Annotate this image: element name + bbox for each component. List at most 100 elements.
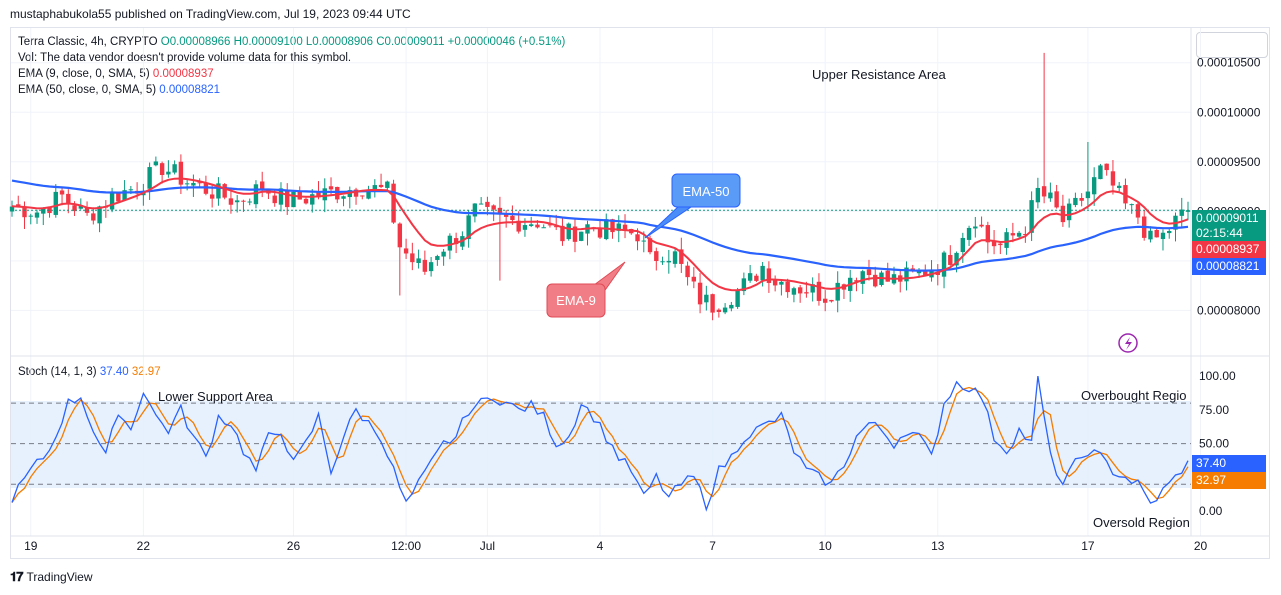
candle-body (1054, 191, 1059, 208)
lightning-icon[interactable] (1118, 333, 1138, 353)
candle-body (241, 200, 246, 202)
candle-body (904, 267, 909, 282)
candle (760, 262, 765, 287)
candle (579, 231, 584, 242)
candle-body (1148, 230, 1153, 240)
candle (735, 287, 740, 309)
candle-body (1010, 233, 1016, 236)
candle (754, 273, 759, 283)
candle (447, 233, 453, 260)
candle (391, 179, 396, 224)
candle-body (1035, 187, 1041, 203)
candle (497, 196, 503, 281)
stoch-tick-label: 75.00 (1199, 403, 1229, 417)
candle-body (635, 234, 640, 242)
candle (1029, 191, 1034, 242)
candle (422, 250, 428, 275)
candle (654, 247, 659, 271)
candle (59, 186, 65, 206)
candle (1110, 160, 1116, 195)
candle (503, 209, 509, 228)
candle (197, 178, 202, 187)
candle-body (829, 299, 834, 302)
candle (478, 197, 484, 205)
candle (1016, 230, 1022, 239)
candle-body (1135, 204, 1141, 218)
candle-body (278, 188, 284, 205)
symbol-search-box[interactable] (1196, 32, 1268, 58)
candle (966, 225, 972, 246)
candle (973, 216, 978, 238)
candle-body (666, 260, 672, 263)
candle-body (1091, 177, 1097, 195)
candle-body (1179, 209, 1184, 216)
candle-body (191, 182, 196, 186)
candle-body (1023, 234, 1028, 236)
last-price-value: 0.00009011 (1196, 211, 1259, 225)
candle (172, 160, 177, 175)
candle-body (1073, 197, 1078, 206)
candle-body (1154, 229, 1159, 238)
candle (716, 308, 722, 318)
candle (679, 237, 684, 273)
candle (166, 160, 171, 178)
candle-body (791, 288, 797, 295)
symbol-title[interactable]: Terra Classic, 4h, CRYPTO (18, 36, 158, 48)
candle (234, 195, 240, 213)
candle (1066, 198, 1072, 228)
time-tick-label: Jul (480, 539, 495, 553)
candle-body (485, 201, 490, 207)
candle (260, 171, 265, 198)
candle-body (597, 228, 603, 238)
candle-body (1110, 171, 1116, 186)
stoch-legend-label[interactable]: Stoch (14, 1, 3) (18, 366, 97, 378)
footer-brand[interactable]: 𝟏𝟕 TradingView (10, 569, 93, 585)
time-tick-label: 20 (1194, 539, 1208, 553)
candle (22, 201, 27, 229)
candle (704, 285, 709, 311)
candle-body (166, 171, 171, 175)
candle-body (610, 219, 615, 233)
candle (1048, 182, 1053, 202)
candle-body (528, 224, 534, 226)
candle-body (1160, 232, 1166, 240)
stoch-band-lines (11, 402, 1191, 485)
candle-body (1104, 163, 1109, 171)
candle-body (1048, 192, 1053, 199)
upper-resistance-label: Upper Resistance Area (812, 67, 946, 82)
candle (729, 301, 734, 312)
stoch-k-legend-value: 37.40 (99, 366, 129, 378)
candle-body (1185, 210, 1191, 212)
candle (1023, 226, 1028, 243)
candle-body (779, 281, 784, 285)
candle-body (472, 203, 478, 217)
candle (1035, 177, 1041, 209)
candle-body (234, 200, 240, 203)
candle (985, 221, 991, 254)
candle-body (679, 249, 684, 264)
candle-body (816, 281, 822, 301)
time-tick-label: 13 (931, 539, 945, 553)
candle-body (78, 205, 84, 209)
candle (141, 183, 146, 206)
ema9-legend-label[interactable]: EMA (9, close, 0, SMA, 5) (18, 68, 150, 80)
candle-body (685, 265, 690, 278)
candle (91, 207, 96, 225)
candle (791, 286, 797, 303)
candle (66, 189, 71, 214)
ema50-callout[interactable]: EMA-50 (644, 173, 741, 239)
candle (998, 241, 1003, 255)
candle (560, 218, 565, 246)
ema50-legend-label[interactable]: EMA (50, close, 0, SMA, 5) (18, 84, 157, 96)
candle-body (116, 193, 121, 202)
candle-body (998, 243, 1003, 246)
candle (122, 180, 127, 201)
candle-body (109, 192, 115, 210)
candle (222, 183, 227, 200)
candle-body (966, 227, 972, 240)
candle (347, 186, 352, 209)
ema9-callout[interactable]: EMA-9 (546, 261, 626, 318)
candle (766, 261, 772, 293)
candle (159, 161, 165, 184)
